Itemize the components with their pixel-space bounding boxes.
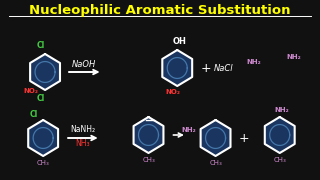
Polygon shape [133, 117, 164, 153]
Text: CH₃: CH₃ [273, 157, 286, 163]
Text: NO₂: NO₂ [23, 88, 38, 94]
Text: NH₂: NH₂ [246, 59, 261, 65]
Text: +: + [239, 132, 250, 145]
Text: CH₃: CH₃ [209, 160, 222, 166]
Text: NH₂: NH₂ [182, 127, 196, 133]
Text: +: + [201, 62, 211, 75]
Text: NaNH₂: NaNH₂ [70, 125, 95, 134]
Text: CH₃: CH₃ [37, 160, 50, 166]
Text: CH₃: CH₃ [142, 157, 155, 163]
Text: OH: OH [172, 37, 186, 46]
Polygon shape [28, 120, 58, 156]
Text: Cl: Cl [37, 41, 45, 50]
Text: Cl: Cl [37, 94, 45, 103]
Polygon shape [265, 117, 295, 153]
Polygon shape [162, 50, 192, 86]
Text: NaCl: NaCl [213, 64, 233, 73]
Text: Nucleophilic Aromatic Substitution: Nucleophilic Aromatic Substitution [29, 3, 291, 17]
Polygon shape [30, 54, 60, 90]
Polygon shape [201, 120, 230, 156]
Text: NO₂: NO₂ [165, 89, 180, 95]
Text: NH₂: NH₂ [287, 54, 301, 60]
Text: NaOH: NaOH [72, 60, 96, 69]
Text: Cl: Cl [29, 110, 38, 119]
Text: NH₃: NH₃ [75, 138, 90, 147]
Text: NH₂: NH₂ [274, 107, 289, 113]
